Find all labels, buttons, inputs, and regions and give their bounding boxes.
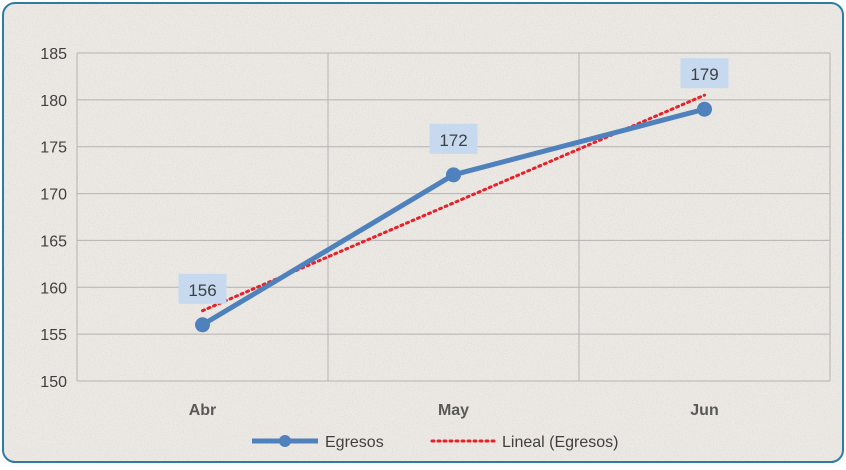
data-label: 172 bbox=[439, 131, 467, 150]
legend-trend-label: Lineal (Egresos) bbox=[502, 434, 619, 451]
y-tick-label: 185 bbox=[40, 46, 67, 63]
x-axis-ticks: Abr May Jun bbox=[189, 402, 719, 419]
y-tick-label: 170 bbox=[40, 187, 67, 204]
x-tick-label: May bbox=[438, 402, 469, 419]
chart-texture bbox=[4, 4, 842, 461]
legend-series-marker bbox=[279, 435, 291, 447]
x-tick-label: Jun bbox=[690, 402, 718, 419]
data-label-box bbox=[680, 58, 729, 89]
data-point[interactable] bbox=[446, 167, 461, 183]
y-tick-label: 175 bbox=[40, 140, 67, 157]
y-tick-label: 180 bbox=[40, 93, 67, 110]
legend: Egresos Lineal (Egresos) bbox=[252, 434, 619, 451]
y-tick-label: 150 bbox=[40, 374, 67, 391]
y-tick-label: 160 bbox=[40, 280, 67, 297]
series-layer bbox=[195, 101, 712, 333]
y-tick-label: 165 bbox=[40, 233, 67, 250]
y-tick-label: 155 bbox=[40, 327, 67, 344]
data-label: 156 bbox=[188, 281, 216, 300]
y-axis-ticks: 150 155 160 165 170 175 180 185 bbox=[40, 46, 67, 391]
legend-series-label: Egresos bbox=[325, 434, 384, 451]
data-labels: 156 172 179 bbox=[178, 58, 729, 304]
x-tick-label: Abr bbox=[189, 402, 217, 419]
data-point[interactable] bbox=[195, 317, 210, 333]
data-label-box bbox=[429, 123, 478, 154]
data-label-box bbox=[178, 273, 227, 304]
data-label: 179 bbox=[690, 65, 718, 84]
data-point[interactable] bbox=[697, 101, 712, 117]
